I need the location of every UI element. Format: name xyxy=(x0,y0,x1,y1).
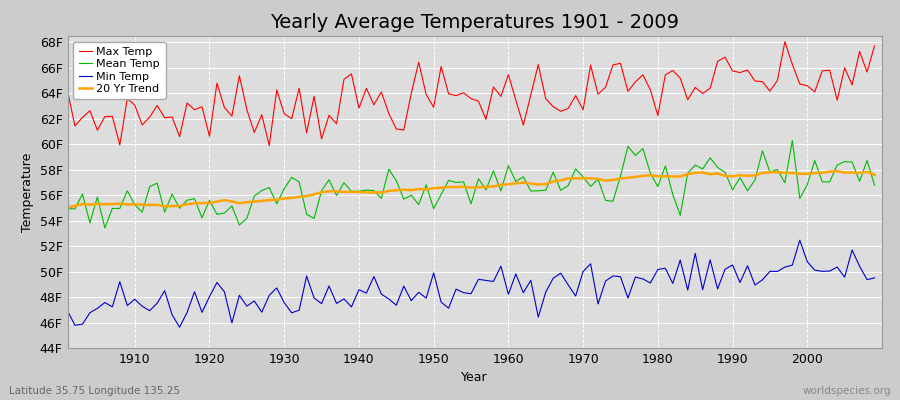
20 Yr Trend xyxy=(592,176,603,181)
20 Yr Trend xyxy=(503,182,514,187)
Min Temp xyxy=(62,308,73,313)
Mean Temp xyxy=(600,198,611,203)
20 Yr Trend xyxy=(62,205,73,210)
Max Temp xyxy=(62,88,73,93)
20 Yr Trend xyxy=(832,169,842,174)
Y-axis label: Temperature: Temperature xyxy=(21,152,34,232)
Mean Temp xyxy=(338,180,349,185)
Min Temp xyxy=(338,296,349,301)
Mean Temp xyxy=(510,179,521,184)
Mean Temp xyxy=(293,180,304,184)
20 Yr Trend xyxy=(869,172,880,177)
Line: Mean Temp: Mean Temp xyxy=(68,140,875,228)
20 Yr Trend xyxy=(122,202,132,207)
Line: Min Temp: Min Temp xyxy=(68,240,875,327)
Text: worldspecies.org: worldspecies.org xyxy=(803,386,891,396)
Max Temp xyxy=(779,39,790,44)
X-axis label: Year: Year xyxy=(462,372,488,384)
Max Temp xyxy=(122,96,132,101)
20 Yr Trend xyxy=(331,189,342,194)
Max Temp xyxy=(338,77,349,82)
Mean Temp xyxy=(100,226,111,230)
Max Temp xyxy=(293,86,304,91)
Text: Latitude 35.75 Longitude 135.25: Latitude 35.75 Longitude 135.25 xyxy=(9,386,180,396)
Min Temp xyxy=(869,276,880,280)
Min Temp xyxy=(600,279,611,284)
Mean Temp xyxy=(62,206,73,211)
Max Temp xyxy=(264,143,274,148)
Max Temp xyxy=(869,43,880,48)
Mean Temp xyxy=(869,183,880,188)
Max Temp xyxy=(503,72,514,77)
Max Temp xyxy=(510,98,521,102)
Min Temp xyxy=(293,308,304,313)
Mean Temp xyxy=(503,163,514,168)
Mean Temp xyxy=(130,202,140,207)
Max Temp xyxy=(600,85,611,90)
20 Yr Trend xyxy=(496,182,507,187)
Line: Max Temp: Max Temp xyxy=(68,42,875,146)
Line: 20 Yr Trend: 20 Yr Trend xyxy=(68,171,875,208)
Mean Temp xyxy=(787,138,797,143)
Min Temp xyxy=(122,303,132,308)
Min Temp xyxy=(503,292,514,297)
20 Yr Trend xyxy=(286,196,297,200)
Min Temp xyxy=(175,325,185,330)
Legend: Max Temp, Mean Temp, Min Temp, 20 Yr Trend: Max Temp, Mean Temp, Min Temp, 20 Yr Tre… xyxy=(73,42,166,99)
Min Temp xyxy=(510,272,521,276)
Title: Yearly Average Temperatures 1901 - 2009: Yearly Average Temperatures 1901 - 2009 xyxy=(270,13,680,32)
Min Temp xyxy=(795,238,806,243)
